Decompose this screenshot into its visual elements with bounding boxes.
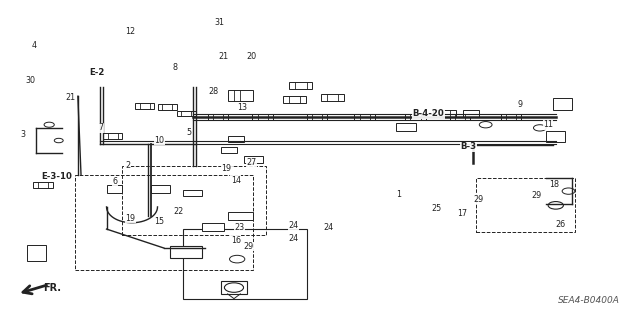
- Text: 4: 4: [32, 41, 37, 50]
- Bar: [221, 147, 237, 153]
- Circle shape: [562, 188, 575, 194]
- Circle shape: [230, 255, 245, 263]
- Bar: [122, 166, 266, 235]
- Text: 3: 3: [20, 130, 26, 139]
- Text: 19: 19: [221, 165, 231, 174]
- Bar: [75, 175, 253, 270]
- Text: 8: 8: [172, 63, 177, 72]
- Bar: [355, 114, 375, 120]
- Bar: [208, 114, 228, 120]
- Bar: [221, 281, 246, 294]
- Text: B-3: B-3: [460, 142, 476, 151]
- Text: B-4-20: B-4-20: [412, 109, 444, 118]
- Bar: [283, 96, 306, 103]
- Bar: [433, 110, 456, 117]
- Text: 14: 14: [231, 175, 241, 185]
- Bar: [33, 182, 53, 188]
- Bar: [321, 94, 344, 101]
- Text: 26: 26: [556, 220, 566, 229]
- Text: 19: 19: [125, 213, 136, 222]
- Text: 24: 24: [288, 234, 298, 243]
- Text: 27: 27: [246, 158, 257, 167]
- Bar: [244, 156, 262, 163]
- Bar: [463, 110, 479, 117]
- Circle shape: [54, 138, 63, 143]
- Text: 31: 31: [215, 19, 225, 27]
- Circle shape: [534, 125, 546, 131]
- Text: 7: 7: [99, 123, 104, 132]
- Bar: [289, 82, 312, 89]
- Text: 22: 22: [173, 207, 184, 216]
- Text: 18: 18: [549, 180, 559, 189]
- Bar: [170, 247, 202, 257]
- Text: 28: 28: [209, 87, 219, 96]
- Bar: [27, 245, 46, 261]
- Text: 6: 6: [113, 177, 118, 186]
- Text: FR.: FR.: [43, 283, 61, 293]
- Text: 15: 15: [154, 217, 164, 226]
- Bar: [546, 131, 565, 142]
- Text: 30: 30: [26, 76, 36, 85]
- Text: 20: 20: [246, 52, 257, 61]
- Text: 21: 21: [218, 52, 228, 61]
- Text: 29: 29: [532, 191, 542, 200]
- Bar: [151, 185, 170, 193]
- Bar: [183, 229, 307, 299]
- Text: 29: 29: [244, 242, 254, 251]
- Circle shape: [548, 202, 563, 209]
- Text: 5: 5: [186, 128, 191, 137]
- Text: 24: 24: [323, 223, 333, 232]
- Text: 23: 23: [234, 223, 244, 232]
- Bar: [157, 105, 177, 110]
- Bar: [135, 103, 154, 108]
- Text: 11: 11: [543, 120, 553, 129]
- Bar: [396, 123, 415, 131]
- Text: 12: 12: [125, 27, 136, 36]
- Text: E-2: E-2: [90, 68, 105, 77]
- Bar: [106, 185, 122, 193]
- Text: SEA4-B0400A: SEA4-B0400A: [557, 296, 620, 305]
- Text: 2: 2: [125, 161, 131, 170]
- Bar: [405, 114, 426, 120]
- Text: 25: 25: [431, 204, 442, 213]
- Bar: [228, 90, 253, 101]
- Bar: [177, 111, 196, 116]
- Text: 13: 13: [237, 103, 247, 112]
- Bar: [501, 114, 522, 120]
- Bar: [202, 223, 225, 231]
- Text: 9: 9: [518, 100, 523, 109]
- Bar: [183, 189, 202, 196]
- Bar: [307, 114, 327, 120]
- Bar: [552, 98, 572, 110]
- Bar: [450, 114, 470, 120]
- Circle shape: [44, 122, 54, 127]
- Bar: [228, 212, 253, 219]
- Circle shape: [479, 122, 492, 128]
- Bar: [103, 133, 122, 139]
- Text: 29: 29: [473, 195, 483, 204]
- Bar: [228, 137, 244, 142]
- Text: 21: 21: [65, 93, 76, 102]
- Text: 16: 16: [231, 236, 241, 245]
- Bar: [476, 178, 575, 232]
- Circle shape: [225, 283, 244, 292]
- Text: 10: 10: [154, 136, 164, 145]
- Text: 1: 1: [396, 190, 401, 199]
- Text: E-3-10: E-3-10: [41, 172, 72, 182]
- Bar: [252, 114, 273, 120]
- Text: 24: 24: [288, 221, 298, 230]
- Text: 17: 17: [457, 209, 467, 218]
